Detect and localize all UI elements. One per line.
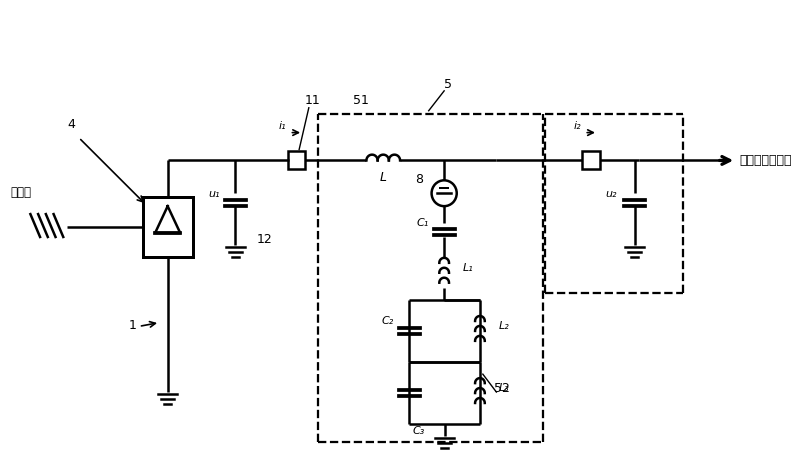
Text: L: L	[380, 171, 386, 184]
Bar	[142, 197, 193, 257]
Text: 1: 1	[129, 319, 137, 332]
Circle shape	[431, 180, 457, 206]
Text: 交流侧: 交流侧	[10, 186, 31, 199]
Text: 至直流输电线路: 至直流输电线路	[739, 154, 791, 167]
Text: L₁: L₁	[462, 263, 474, 273]
Text: 8: 8	[415, 173, 423, 186]
Text: i₂: i₂	[574, 120, 582, 131]
Text: C₁: C₁	[417, 218, 429, 228]
Text: i₁: i₁	[279, 120, 286, 131]
Bar	[287, 152, 305, 169]
Text: C₂: C₂	[382, 316, 394, 326]
Text: L₃: L₃	[498, 383, 509, 393]
Text: 52: 52	[494, 382, 510, 395]
Bar	[582, 152, 600, 169]
Text: 4: 4	[67, 118, 75, 131]
Text: 12: 12	[257, 233, 272, 246]
Text: C₃: C₃	[413, 426, 425, 436]
Text: 51: 51	[353, 94, 369, 107]
Text: 11: 11	[305, 94, 321, 107]
Text: L₂: L₂	[498, 321, 509, 331]
Text: u₂: u₂	[606, 189, 617, 199]
Text: u₁: u₁	[208, 189, 220, 199]
Text: 5: 5	[444, 78, 452, 91]
